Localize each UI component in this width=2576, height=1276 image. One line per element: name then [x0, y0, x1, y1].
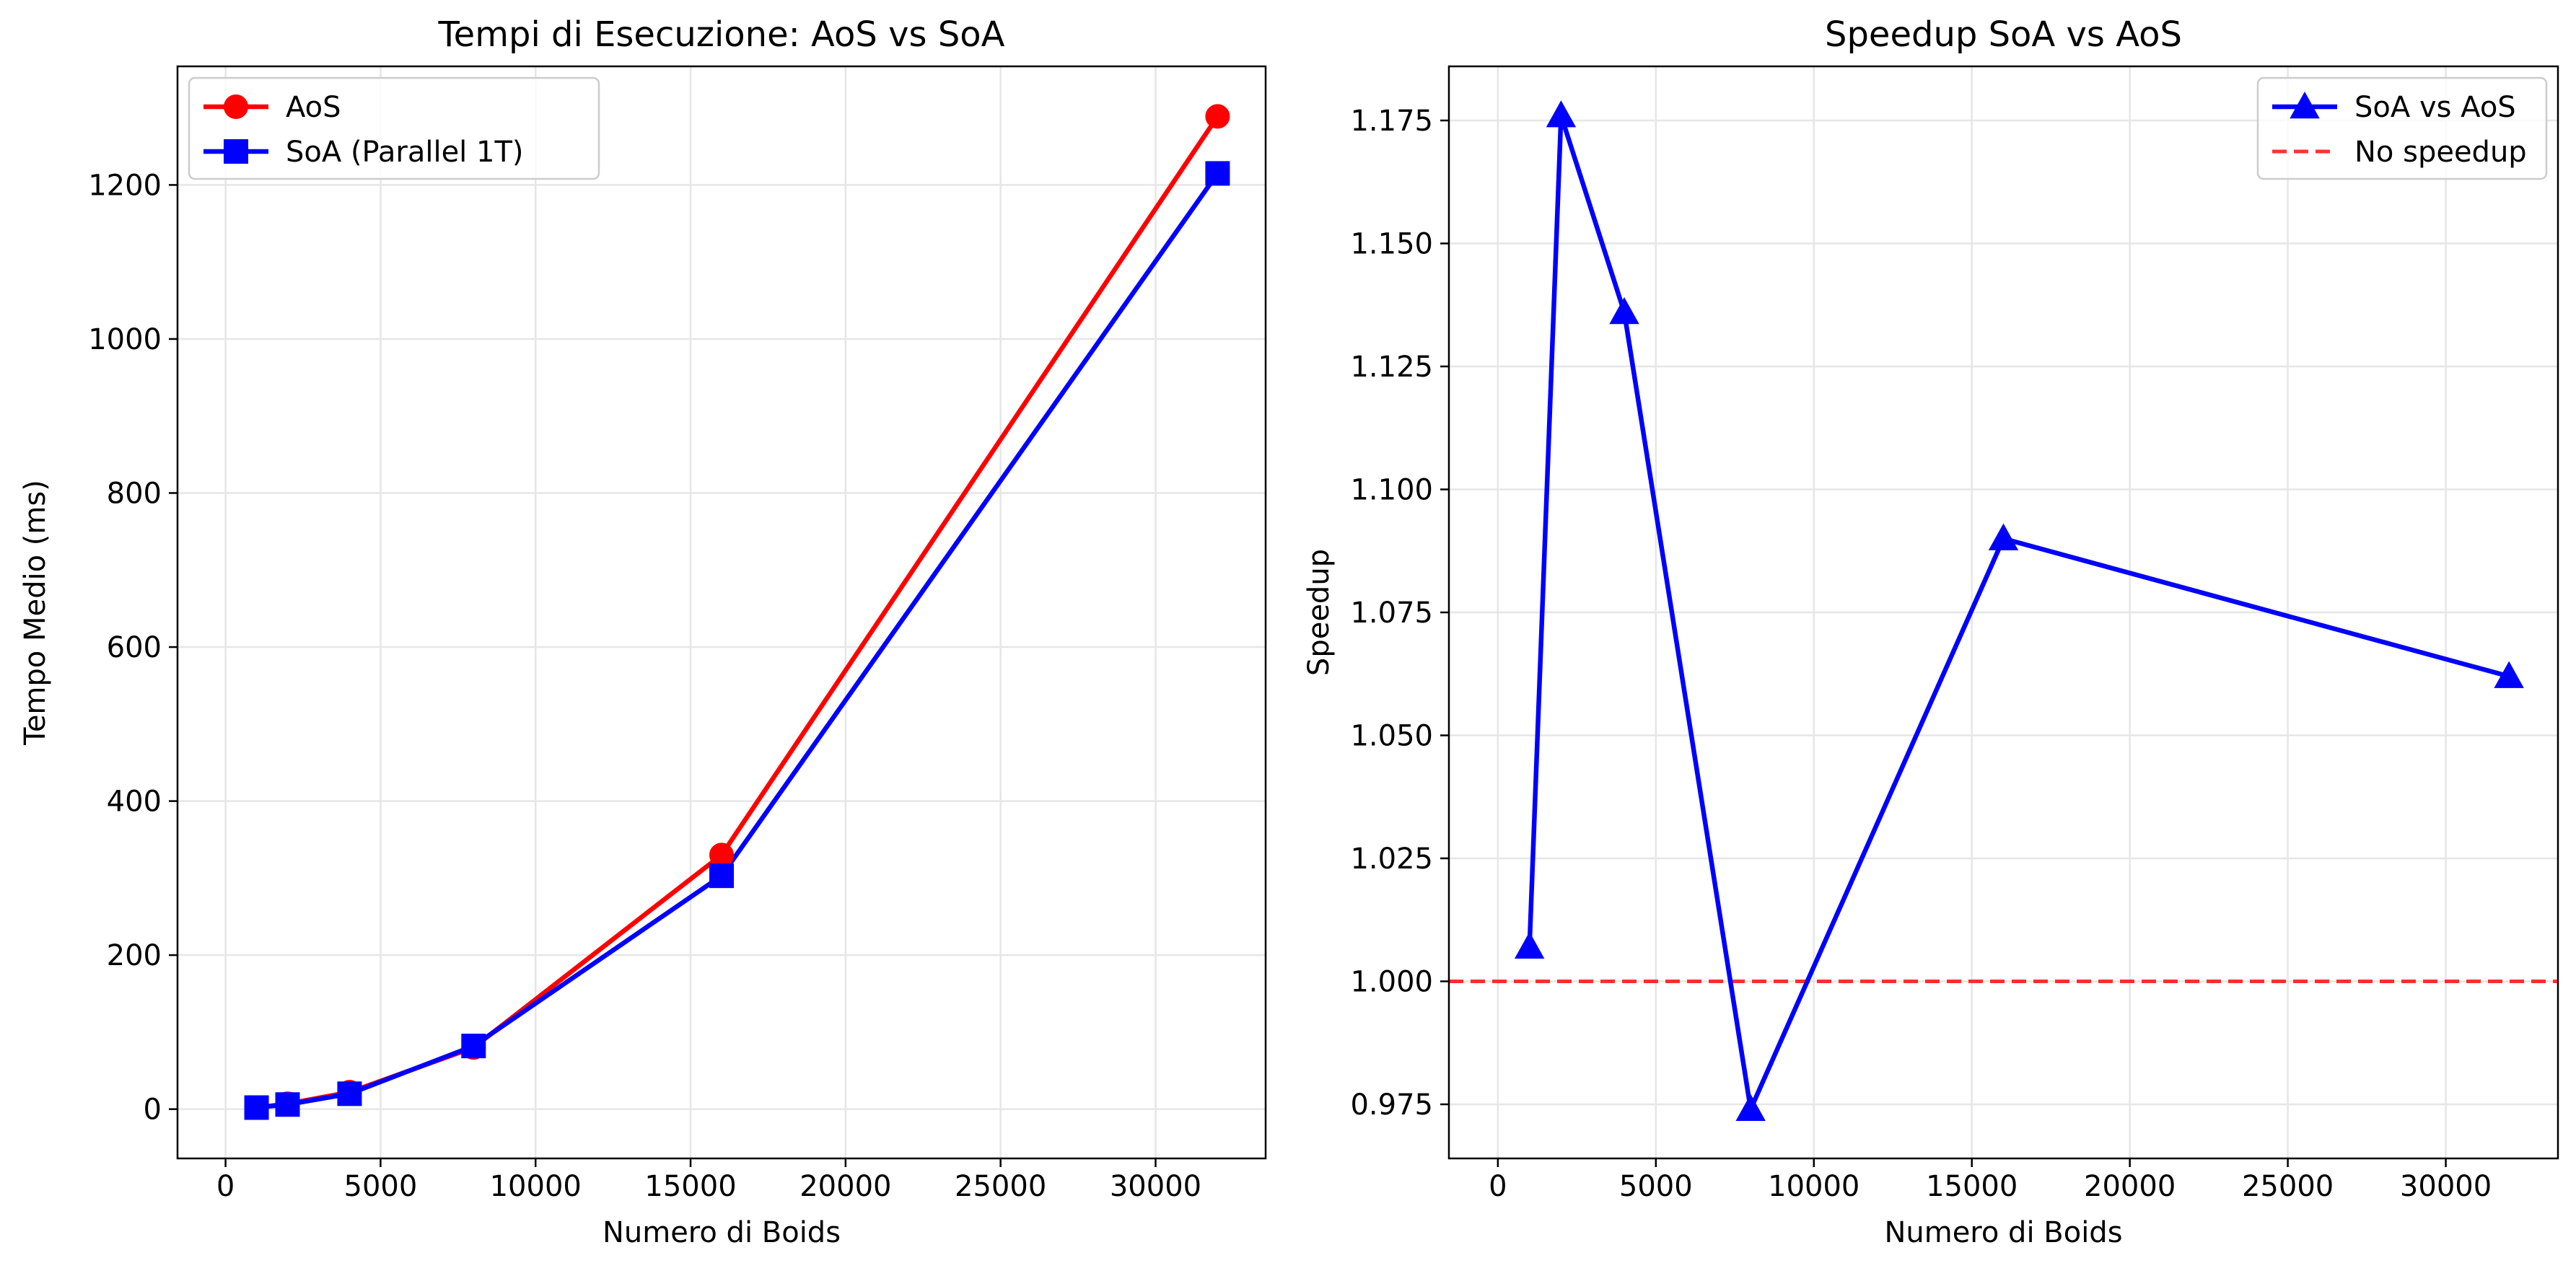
y-tick-label: 1.150	[1350, 228, 1433, 261]
chart-title: Speedup SoA vs AoS	[1825, 14, 2182, 55]
x-tick-label: 10000	[1768, 1170, 1859, 1203]
x-tick-label: 20000	[2084, 1170, 2176, 1203]
series-line-soa-vs-aos	[1527, 113, 2512, 1112]
legend-label: SoA (Parallel 1T)	[286, 136, 524, 169]
data-point-soa-vs-aos	[2494, 661, 2524, 688]
legend-label: SoA vs AoS	[2354, 91, 2516, 124]
data-point-soa-parallel-1t-	[1205, 161, 1230, 186]
legend-item: No speedup	[2272, 136, 2527, 169]
data-point-soa-vs-aos	[1609, 296, 1639, 325]
legend-marker-icon	[224, 94, 248, 119]
x-tick-label: 20000	[799, 1170, 891, 1203]
legend: AoS SoA (Parallel 1T)	[188, 76, 600, 180]
x-tick-label: 30000	[2400, 1170, 2492, 1203]
chart-panel-1: 0 5000 10000 15000 20000 25000 30000 0 200 400 600…	[19, 14, 1267, 1249]
y-tick-label: 1.175	[1350, 105, 1433, 138]
x-tick-label: 25000	[2242, 1170, 2334, 1203]
legend-box	[2256, 76, 2548, 180]
legend-box	[188, 76, 600, 180]
y-tick-label: 800	[107, 478, 162, 511]
data-point-soa-vs-aos	[1988, 523, 2019, 550]
y-axis-label: Speedup	[1302, 549, 1336, 676]
data-point-soa-parallel-1t-	[244, 1095, 269, 1120]
y-tick-label: 600	[107, 631, 162, 664]
data-point-soa-parallel-1t-	[275, 1092, 300, 1117]
x-tick-label: 25000	[955, 1170, 1046, 1203]
chart-title: Tempi di Esecuzione: AoS vs SoA	[438, 14, 1005, 55]
legend-item: SoA (Parallel 1T)	[203, 136, 524, 169]
plot-frame	[176, 65, 1267, 1160]
y-tick-label: 200	[107, 939, 162, 972]
legend-label: No speedup	[2354, 136, 2527, 169]
legend-marker-icon	[224, 139, 248, 164]
legend-item: AoS	[203, 91, 341, 124]
x-tick-label: 0	[216, 1170, 235, 1203]
y-tick-label: 0.975	[1350, 1088, 1433, 1122]
y-tick-label: 400	[107, 786, 162, 819]
x-tick-label: 15000	[644, 1170, 736, 1203]
data-point-soa-parallel-1t-	[461, 1034, 486, 1059]
x-tick-label: 5000	[344, 1170, 418, 1203]
y-tick-label: 1200	[88, 169, 162, 202]
legend-item: SoA vs AoS	[2272, 91, 2516, 124]
y-tick-label: 1.100	[1350, 474, 1433, 507]
data-point-soa-vs-aos	[1546, 100, 1577, 128]
x-axis-label: Numero di Boids	[603, 1216, 841, 1249]
data-point-soa-vs-aos	[1514, 931, 1545, 959]
x-tick-label: 0	[1489, 1170, 1507, 1203]
y-axis-label: Tempo Medio (ms)	[19, 480, 52, 746]
legend: SoA vs AoS No speedup	[2256, 76, 2548, 180]
data-point-soa-vs-aos	[1735, 1094, 1766, 1122]
x-axis-label: Numero di Boids	[1884, 1216, 2122, 1249]
x-tick-label: 10000	[490, 1170, 582, 1203]
data-point-soa-parallel-1t-	[337, 1081, 362, 1106]
legend-label: AoS	[286, 91, 341, 124]
y-tick-label: 1.000	[1350, 965, 1433, 998]
y-tick-label: 1.125	[1350, 351, 1433, 384]
x-tick-label: 30000	[1110, 1170, 1201, 1203]
legend-marker-icon	[2290, 91, 2320, 119]
data-point-aos	[1205, 104, 1230, 129]
y-tick-label: 1.075	[1350, 597, 1433, 630]
y-tick-label: 1.025	[1350, 842, 1433, 876]
chart-panel-2: 0 5000 10000 15000 20000 25000 30000 0.975 1.000…	[1302, 14, 2559, 1249]
data-point-aos	[709, 842, 734, 868]
x-tick-label: 15000	[1926, 1170, 2018, 1203]
data-point-soa-parallel-1t-	[709, 863, 734, 889]
y-tick-label: 1000	[88, 323, 162, 356]
y-tick-label: 0	[144, 1094, 162, 1127]
y-tick-label: 1.050	[1350, 719, 1433, 752]
x-tick-label: 5000	[1619, 1170, 1693, 1203]
